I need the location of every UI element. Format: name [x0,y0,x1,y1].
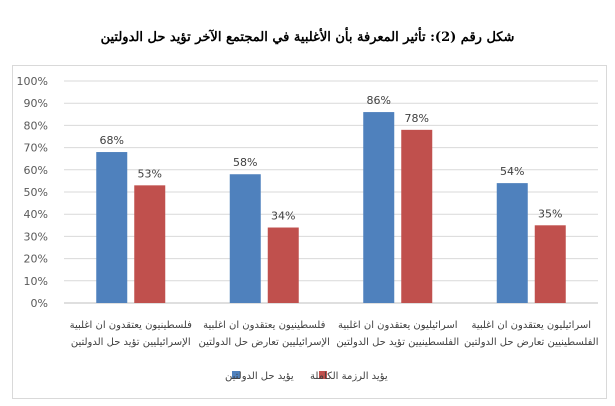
y-tick-label: 50% [24,186,48,199]
y-tick-label: 10% [24,275,48,288]
bar [401,129,433,303]
chart-area [12,65,607,399]
bar [363,112,395,303]
data-label: 54% [500,165,524,178]
y-tick-label: 20% [24,253,48,266]
bar [267,227,299,303]
data-label: 68% [100,134,124,147]
x-category-label: اسرائيليون يعتقدون ان اغلبية [338,320,458,331]
x-category-label: الإسرائيليين تؤيد حل الدولتين [71,337,191,348]
y-tick-label: 100% [17,75,48,88]
x-category-label: الإسرائيليين تعارض حل الدولتين [199,337,330,348]
bar [96,152,128,303]
data-label: 86% [367,94,391,107]
data-label: 34% [271,210,295,223]
chart-title: شكل رقم (2): تأثير المعرفة بأن الأغلبية … [100,30,515,45]
y-tick-label: 30% [24,230,48,243]
x-category-label: فلسطينيون يعتقدون ان اغلبية [203,320,325,331]
legend-label: يؤيد حل الدولتين [225,371,294,382]
y-tick-label: 90% [24,97,48,110]
legend-label: يؤيد الرزمة الكاملة [310,371,388,382]
x-category-label: فلسطينيون يعتقدون ان اغلبية [70,320,192,331]
x-category-label: الفلسطينيين تعارض حل الدولتين [464,337,598,348]
data-label: 35% [538,207,562,220]
x-category-label: الفلسطينيين تؤيد حل الدولتين [336,337,459,348]
bar [134,185,166,303]
data-label: 53% [138,167,162,180]
y-tick-label: 0% [31,297,48,310]
bar [229,174,261,303]
y-tick-label: 40% [24,208,48,221]
y-tick-label: 80% [24,119,48,132]
data-label: 58% [233,156,257,169]
x-category-label: اسرائيليون يعتقدون ان اغلبية [471,320,591,331]
bar [534,225,566,303]
bar [496,183,528,303]
data-label: 78% [405,112,429,125]
legend-swatch [319,371,327,379]
y-tick-label: 60% [24,164,48,177]
y-tick-label: 70% [24,142,48,155]
legend-swatch [232,371,240,379]
